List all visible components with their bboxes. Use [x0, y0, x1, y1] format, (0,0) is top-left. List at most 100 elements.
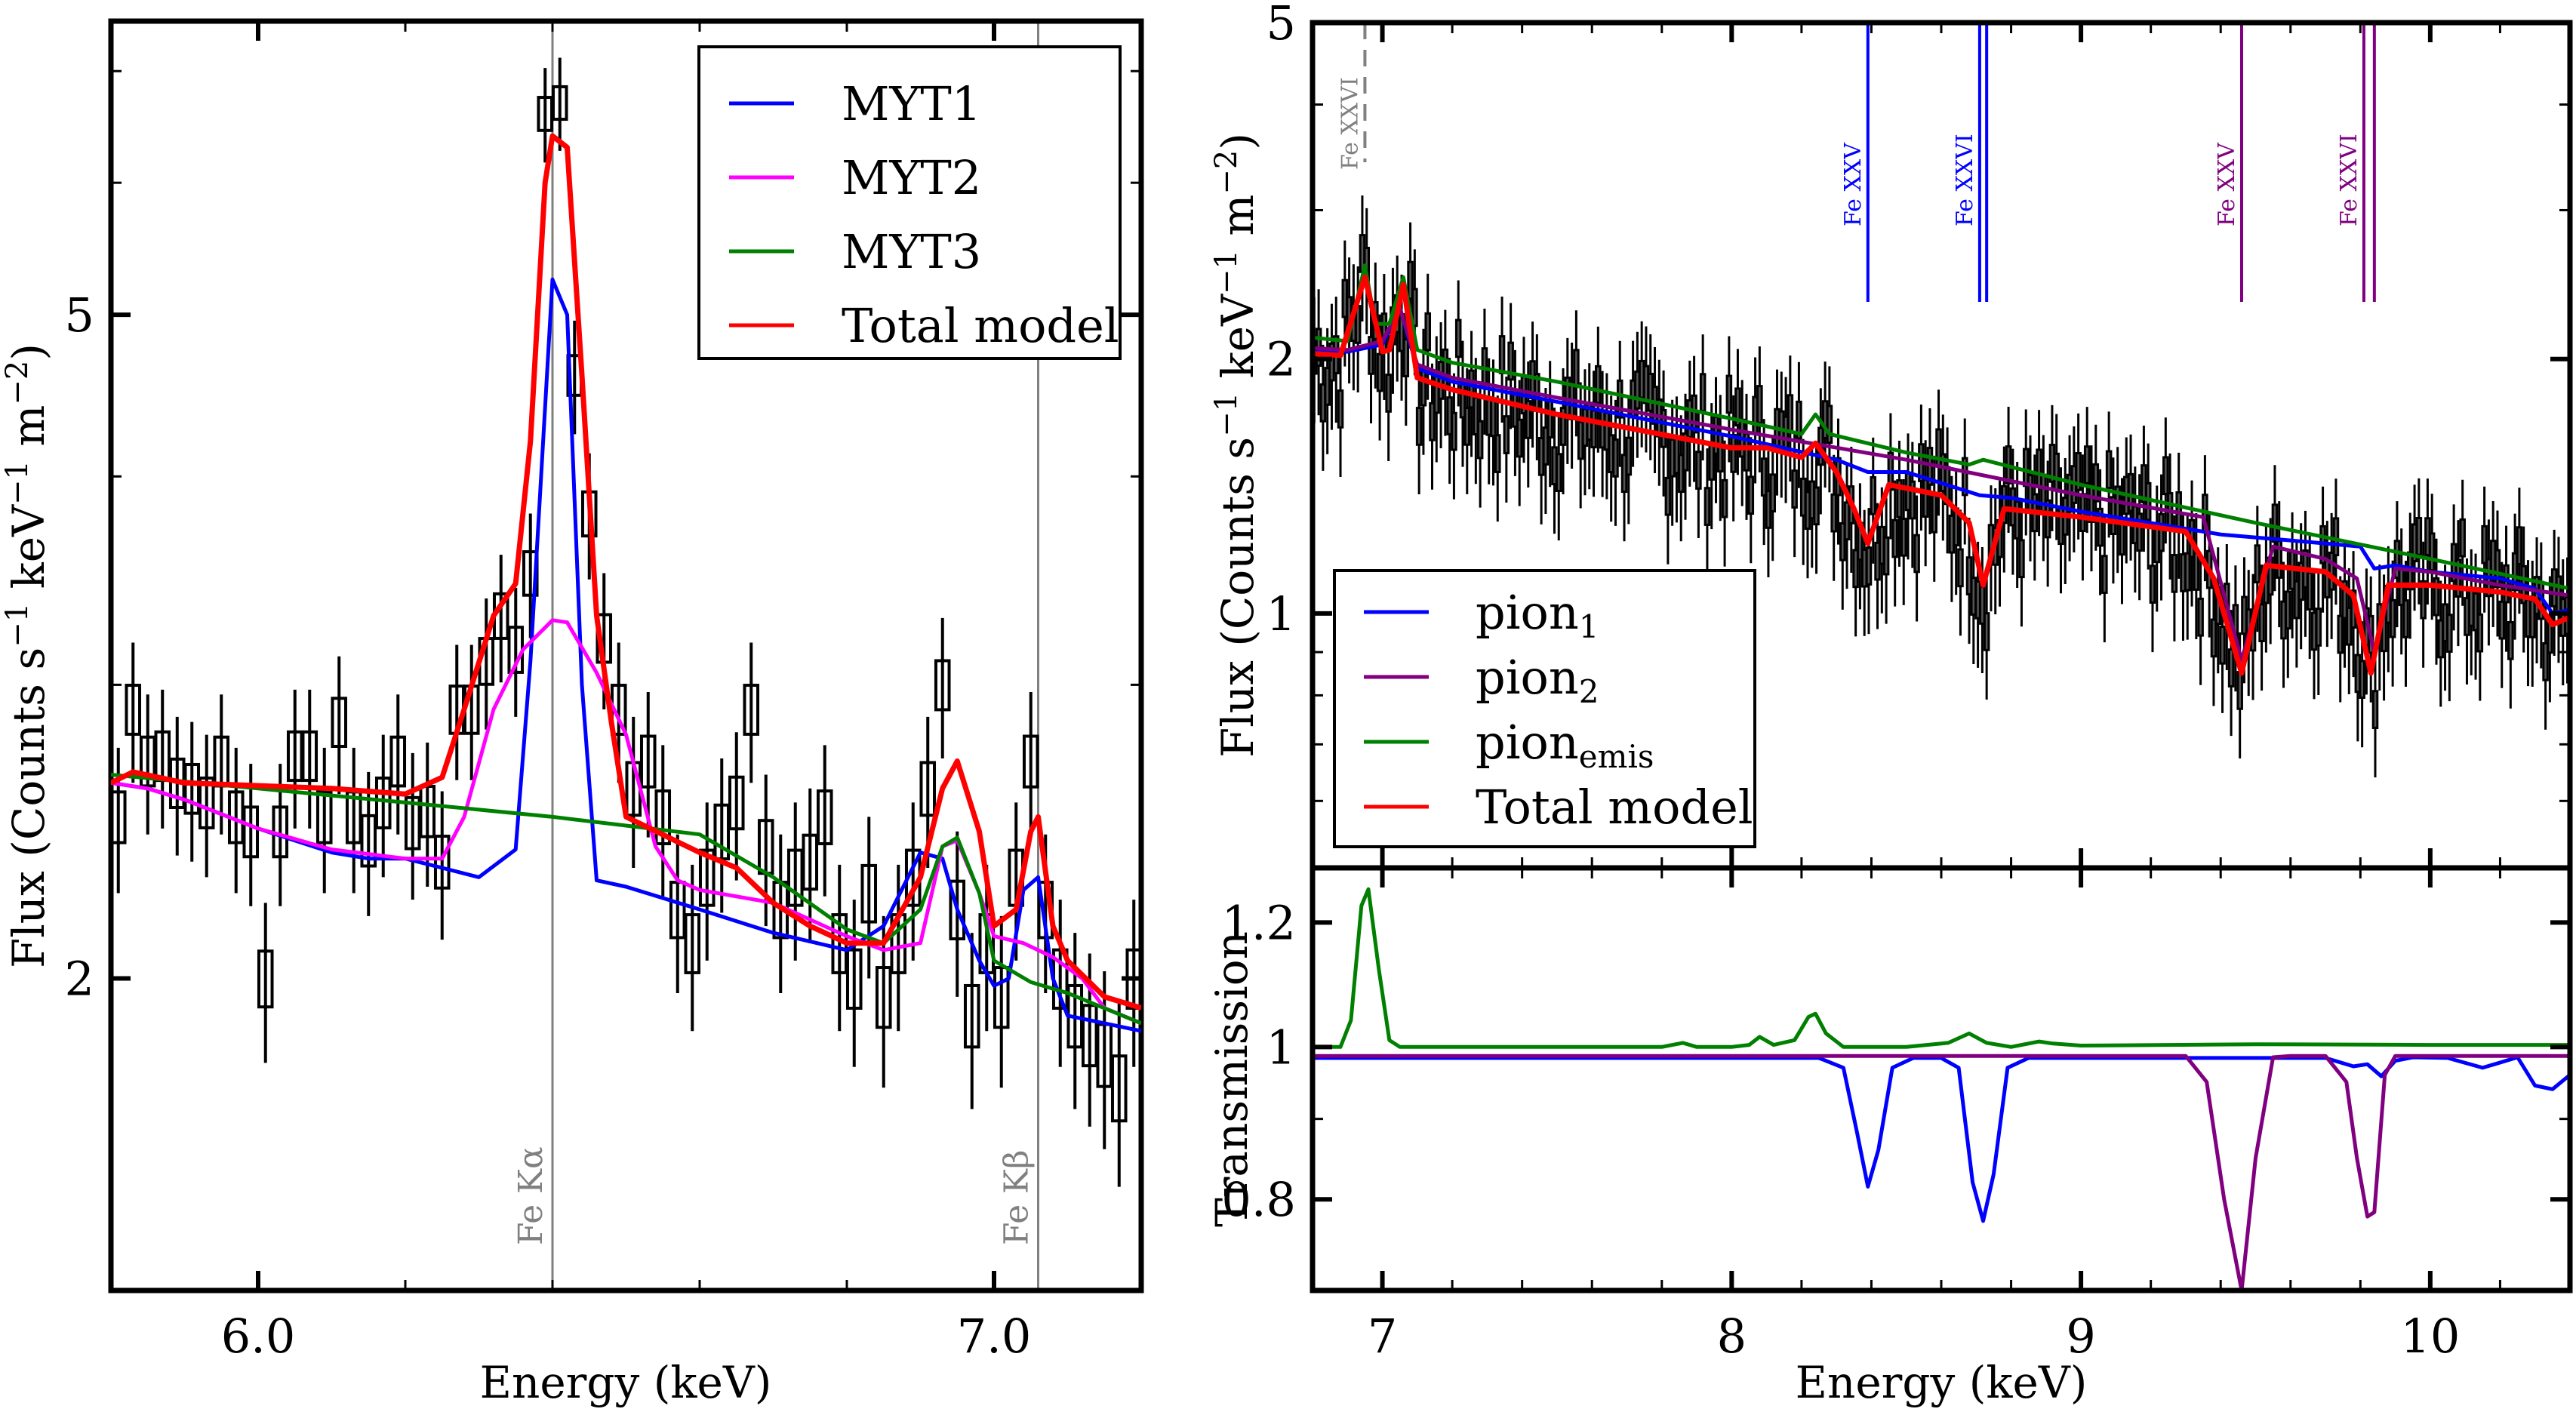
data-bin	[1595, 365, 1602, 405]
left-data-point	[331, 656, 348, 795]
data-bin	[1983, 612, 1990, 651]
data-bin	[2328, 551, 2335, 591]
rf-data-point	[2162, 417, 2169, 544]
data-bin	[1547, 399, 1553, 439]
left-xtick-label: 6.0	[221, 1309, 296, 1364]
left-data-point	[492, 555, 509, 683]
data-bin	[257, 949, 274, 1009]
y-axis-title: Flux (Counts s−1 keV−1 m−2)	[1209, 133, 1263, 758]
rf-data-point	[1957, 509, 1964, 636]
data-bin	[1429, 401, 1436, 441]
data-bin	[1463, 407, 1471, 446]
data-bin	[1612, 438, 1619, 478]
left-frame	[108, 18, 1144, 1293]
data-bin	[1965, 556, 1973, 595]
rt-xtick-label: 9	[2066, 1309, 2095, 1364]
data-bin	[2127, 472, 2134, 512]
data-bin	[2498, 600, 2506, 640]
data-bin	[2227, 648, 2235, 688]
left-data-point	[168, 716, 186, 856]
left-data-point	[286, 689, 303, 829]
data-bin	[816, 789, 833, 845]
rf-data-point	[2101, 516, 2108, 643]
left-data-point	[301, 689, 319, 829]
left-data-point	[802, 788, 819, 943]
data-bin	[1747, 475, 1755, 515]
rf-data-point	[1682, 393, 1689, 520]
right-transmission-series-layer	[1313, 887, 2570, 1290]
left-data-point	[684, 864, 701, 1032]
rf-data-point	[1857, 483, 1864, 610]
data-bin	[1376, 352, 1383, 392]
data-bin	[654, 789, 672, 845]
data-bin	[1559, 407, 1567, 446]
left-data-point	[934, 617, 951, 758]
rf-data-point	[1896, 440, 1903, 567]
rf-data-point	[1703, 448, 1711, 575]
data-bin	[1415, 407, 1423, 446]
data-bin	[934, 659, 951, 712]
legend-box	[697, 45, 1122, 360]
rf-data-point	[1691, 355, 1697, 482]
data-bin	[2472, 592, 2479, 632]
data-bin	[1909, 480, 1916, 520]
rf-data-point	[1337, 350, 1344, 477]
rf-data-point	[2149, 526, 2156, 653]
legend-label: MYT3	[842, 224, 981, 279]
rf-ytick-label: 2	[1266, 332, 1296, 387]
data-bin	[2516, 526, 2523, 566]
data-bin	[2428, 532, 2436, 572]
rf-data-point	[1734, 349, 1741, 475]
data-bin	[2075, 451, 2082, 491]
legend-label: pion1	[1476, 585, 1599, 645]
data-bin	[1424, 312, 1431, 352]
data-bin	[1957, 548, 1964, 588]
data-bin	[2097, 507, 2104, 547]
data-bin	[1664, 476, 1672, 516]
data-bin	[2219, 625, 2226, 665]
left-data-point	[154, 689, 171, 829]
data-bin	[2044, 499, 2051, 539]
left-model-lines	[111, 133, 1141, 1033]
rf-data-point	[1961, 418, 1968, 545]
left-axes: 6.0 7.0 2 5	[65, 18, 1144, 1364]
rf-data-point	[2018, 500, 2025, 627]
rf-data-point	[2498, 561, 2506, 688]
data-bin	[433, 835, 451, 890]
data-bin	[2371, 690, 2379, 729]
data-bin	[1839, 521, 1846, 561]
rf-data-point	[1843, 463, 1851, 589]
data-bin	[1573, 349, 1580, 389]
rf-data-point	[2402, 561, 2409, 688]
legend-label: MYT1	[842, 76, 981, 131]
rf-data-point	[2044, 460, 2051, 587]
left-data-point	[669, 834, 686, 993]
right-panel: Fe XXVI Fe XXV Fe XXVI Fe XXV Fe XXVI 1 2 5 7 8…	[1221, 0, 2573, 1364]
data-bin	[2171, 554, 2178, 593]
right-flux-data-layer	[1313, 195, 2570, 778]
data-bin	[2511, 552, 2519, 592]
data-bin	[2476, 613, 2484, 653]
line-marker-label: Fe XXV	[2214, 142, 2240, 226]
data-bin	[1420, 367, 1427, 407]
rf-data-point	[1559, 368, 1567, 495]
left-data-point	[654, 745, 672, 897]
data-bin	[1407, 260, 1414, 300]
data-bin	[2542, 641, 2549, 681]
data-bin	[1865, 546, 1873, 586]
data-bin	[2359, 660, 2365, 700]
left-series-myt2	[111, 618, 1141, 1026]
data-bin	[1525, 400, 1532, 439]
line-marker-label: Fe XXV	[1840, 142, 1867, 226]
data-bin	[2503, 564, 2510, 604]
data-bin	[551, 85, 568, 122]
rf-ytick-label: 1	[1266, 586, 1296, 641]
rf-data-point	[1747, 437, 1755, 564]
rf-data-point	[1476, 381, 1484, 508]
left-data-point	[125, 642, 142, 783]
data-bin	[1756, 385, 1763, 424]
left-data-point	[315, 747, 333, 894]
line-marker-label: Fe XXVI	[1952, 134, 1978, 226]
rf-data-point	[1664, 438, 1672, 564]
